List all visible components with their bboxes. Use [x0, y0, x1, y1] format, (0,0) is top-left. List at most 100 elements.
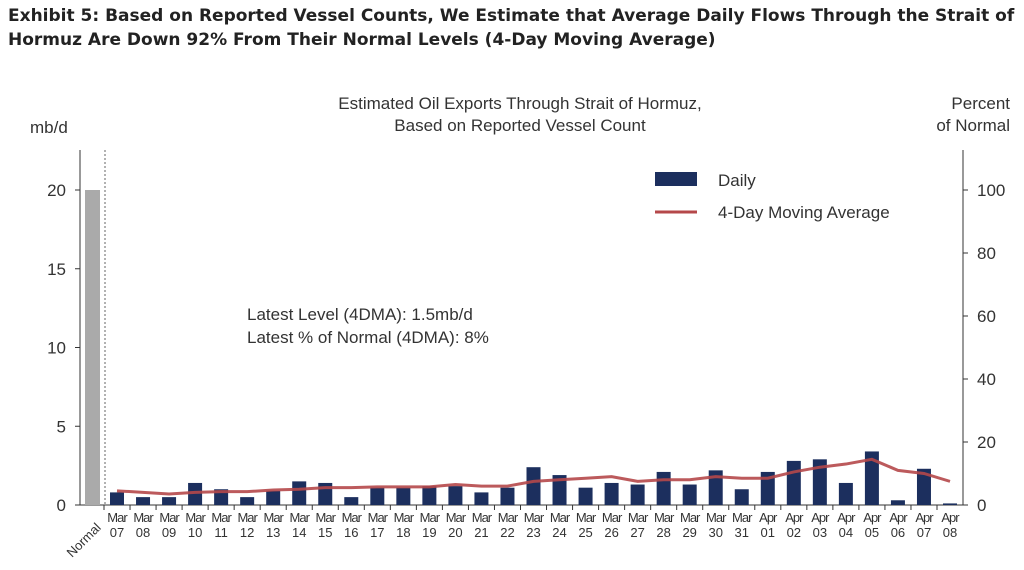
x-tick-month: Mar	[394, 510, 415, 525]
daily-bar	[786, 460, 801, 505]
x-tick-day: 28	[656, 525, 670, 540]
daily-bar	[448, 486, 463, 505]
daily-bar	[604, 482, 619, 505]
right-tick-label: 80	[977, 244, 996, 263]
daily-bar	[240, 497, 255, 505]
daily-bar	[526, 467, 541, 505]
x-tick-day: 08	[943, 525, 957, 540]
daily-bar	[838, 482, 853, 505]
x-tick-month: Apr	[837, 510, 856, 525]
x-tick-month: Apr	[889, 510, 908, 525]
daily-bar	[890, 500, 905, 505]
daily-bar	[656, 471, 671, 505]
x-tick-month: Mar	[732, 510, 753, 525]
x-tick-month: Mar	[107, 510, 128, 525]
x-tick-day: 12	[240, 525, 254, 540]
daily-bar	[474, 492, 489, 505]
x-tick-day: 22	[500, 525, 514, 540]
left-axis-label: mb/d	[30, 118, 68, 137]
x-tick-day: 25	[578, 525, 592, 540]
x-tick-month: Mar	[263, 510, 284, 525]
x-tick-month: Apr	[863, 510, 882, 525]
x-tick-day: 29	[682, 525, 696, 540]
x-tick-day: 03	[813, 525, 827, 540]
x-tick-month: Mar	[576, 510, 597, 525]
x-tick-month: Mar	[602, 510, 623, 525]
daily-bar	[812, 459, 827, 505]
daily-bar	[136, 497, 151, 505]
x-tick-month: Mar	[342, 510, 363, 525]
daily-bar	[630, 484, 645, 505]
x-tick-month: Mar	[524, 510, 545, 525]
x-tick-month: Mar	[472, 510, 493, 525]
exhibit-title: Exhibit 5: Based on Reported Vessel Coun…	[8, 6, 1015, 50]
x-tick-day: 24	[552, 525, 566, 540]
x-tick-month: Mar	[185, 510, 206, 525]
x-tick-day: 07	[110, 525, 124, 540]
x-tick-month: Mar	[680, 510, 701, 525]
x-tick-month: Mar	[316, 510, 337, 525]
legend-ma-label: 4-Day Moving Average	[718, 203, 890, 222]
daily-bar	[396, 487, 411, 505]
daily-bar	[943, 503, 957, 505]
legend-daily-label: Daily	[718, 171, 756, 190]
x-tick-day: 31	[735, 525, 749, 540]
daily-bar	[864, 451, 879, 505]
daily-bar	[734, 489, 749, 505]
daily-bar	[422, 486, 437, 505]
x-tick-month: Mar	[420, 510, 441, 525]
x-tick-day: 07	[917, 525, 931, 540]
x-tick-month: Mar	[133, 510, 154, 525]
x-tick-day: 09	[162, 525, 176, 540]
x-tick-day: 10	[188, 525, 202, 540]
x-tick-day: 11	[214, 525, 228, 540]
right-tick-label: 20	[977, 433, 996, 452]
x-tick-day: 05	[865, 525, 879, 540]
x-tick-day: 30	[708, 525, 722, 540]
x-tick-month: Mar	[628, 510, 649, 525]
x-tick-day: 27	[630, 525, 644, 540]
x-tick-day: 26	[604, 525, 618, 540]
daily-bar	[188, 482, 203, 505]
x-tick-month: Apr	[915, 510, 934, 525]
x-tick-day: 04	[839, 525, 853, 540]
x-tick-month: Mar	[368, 510, 389, 525]
daily-bar	[292, 481, 307, 505]
x-tick-day: 14	[292, 525, 306, 540]
x-tick-month: Apr	[811, 510, 830, 525]
daily-bar	[578, 487, 593, 505]
normal-label: Normal	[64, 520, 104, 560]
normal-bar	[85, 190, 100, 505]
daily-bar	[266, 490, 281, 505]
x-tick-month: Mar	[290, 510, 311, 525]
x-tick-day: 19	[422, 525, 436, 540]
x-tick-day: 17	[370, 525, 384, 540]
x-tick-day: 01	[761, 525, 775, 540]
legend-daily-swatch	[655, 172, 697, 186]
right-tick-label: 100	[977, 181, 1005, 200]
x-tick-day: 15	[318, 525, 332, 540]
x-tick-day: 21	[474, 525, 488, 540]
x-tick-month: Mar	[706, 510, 727, 525]
daily-bar	[916, 468, 931, 505]
left-tick-label: 0	[57, 496, 66, 515]
x-tick-month: Mar	[498, 510, 519, 525]
chart-title: Estimated Oil Exports Through Strait of …	[338, 94, 701, 113]
x-tick-month: Mar	[159, 510, 180, 525]
x-tick-month: Mar	[237, 510, 258, 525]
x-tick-month: Mar	[654, 510, 675, 525]
x-tick-month: Apr	[759, 510, 778, 525]
daily-bar	[110, 492, 124, 505]
x-tick-day: 18	[396, 525, 410, 540]
daily-bar	[162, 497, 177, 505]
x-tick-day: 08	[136, 525, 150, 540]
x-tick-day: 13	[266, 525, 280, 540]
left-tick-label: 20	[47, 181, 66, 200]
left-tick-label: 5	[57, 417, 66, 436]
daily-bar	[708, 470, 723, 505]
annotation: Latest Level (4DMA): 1.5mb/d	[247, 305, 473, 324]
x-tick-day: 16	[344, 525, 358, 540]
x-tick-month: Mar	[550, 510, 571, 525]
daily-bar	[344, 497, 359, 505]
